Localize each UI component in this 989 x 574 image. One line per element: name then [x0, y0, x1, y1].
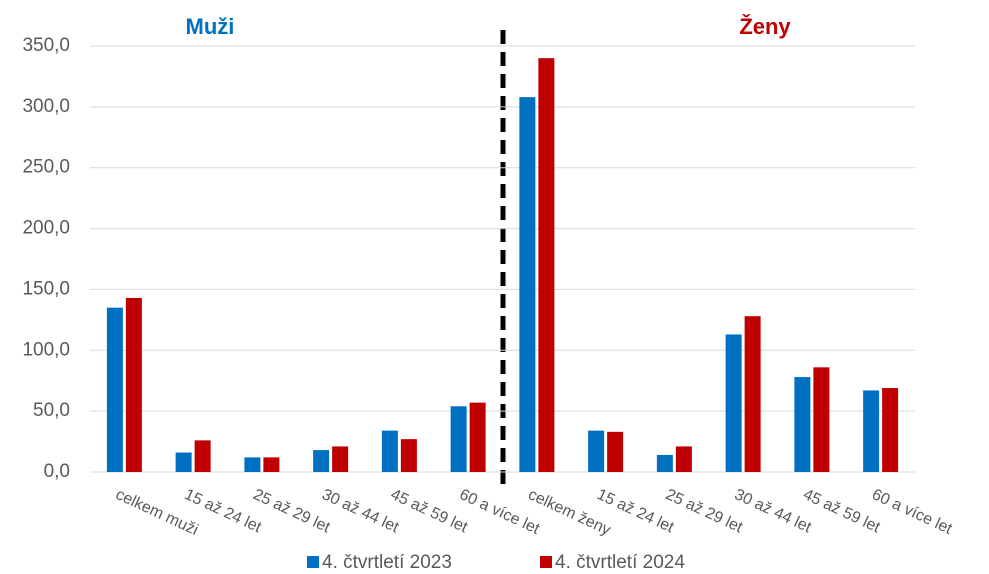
- bar: [588, 430, 605, 472]
- x-tick-label: 25 až 29 let: [663, 486, 746, 537]
- x-tick-label: 30 až 44 let: [319, 486, 402, 537]
- annotation: Ženy: [739, 14, 791, 39]
- legend-swatch: [540, 556, 552, 568]
- y-tick-label: 100,0: [22, 339, 70, 360]
- y-tick-label: 250,0: [22, 157, 70, 178]
- x-tick-label: 30 až 44 let: [732, 486, 815, 537]
- bar: [244, 457, 261, 472]
- annotation: Muži: [186, 14, 235, 39]
- bar: [400, 439, 417, 472]
- y-tick-label: 350,0: [22, 35, 70, 56]
- legend-swatch: [307, 556, 319, 568]
- bar: [675, 446, 692, 472]
- bar: [381, 430, 398, 472]
- legend-label: 4. čtvrtletí 2023: [322, 552, 452, 573]
- y-tick-label: 0,0: [44, 461, 70, 482]
- bar: [106, 307, 123, 472]
- bar: [263, 457, 280, 472]
- bar: [656, 454, 673, 472]
- bar: [607, 431, 624, 472]
- bar: [882, 388, 899, 472]
- legend-label: 4. čtvrtletí 2024: [555, 552, 685, 573]
- x-tick-label: 45 až 59 let: [388, 486, 471, 537]
- bar: [744, 316, 761, 472]
- bar: [313, 450, 330, 472]
- x-tick-label: 25 až 29 let: [250, 486, 333, 537]
- x-tick-label: 60 a více let: [869, 486, 955, 538]
- bar: [469, 402, 486, 472]
- y-tick-label: 200,0: [22, 218, 70, 239]
- y-tick-label: 50,0: [33, 400, 70, 421]
- bar: [725, 334, 742, 472]
- x-tick-label: 45 až 59 let: [800, 486, 883, 537]
- bar: [194, 440, 211, 472]
- bar: [794, 377, 811, 472]
- y-tick-label: 150,0: [22, 278, 70, 299]
- bar: [538, 58, 555, 473]
- bar: [125, 297, 142, 472]
- bar: [813, 367, 830, 472]
- bar: [519, 97, 536, 473]
- bar: [863, 390, 880, 472]
- bar: [332, 446, 349, 472]
- y-tick-label: 300,0: [22, 96, 70, 117]
- bar: [450, 406, 467, 472]
- bar: [175, 452, 192, 472]
